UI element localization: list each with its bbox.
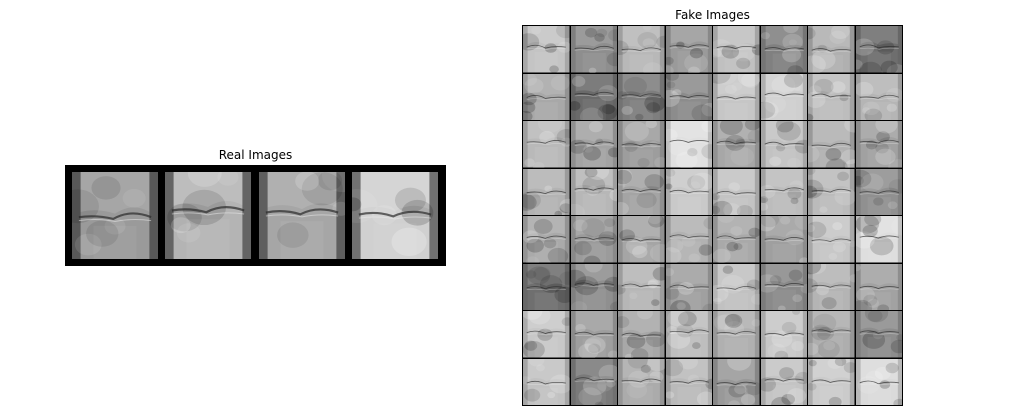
fake-image-tile xyxy=(855,121,902,168)
fake-image-tile xyxy=(523,311,570,358)
fake-image-tile xyxy=(760,26,807,73)
fake-image-tile xyxy=(618,216,665,263)
fake-image-tile xyxy=(523,73,570,120)
fake-image-tile xyxy=(808,73,855,120)
fake-image-tile xyxy=(808,168,855,215)
fake-images-title: Fake Images xyxy=(675,8,750,22)
fake-image-tile xyxy=(808,311,855,358)
fake-image-tile xyxy=(713,358,760,405)
fake-image-tile xyxy=(618,26,665,73)
fake-image-tile xyxy=(855,216,902,263)
fake-image-tile xyxy=(665,358,712,405)
real-image-tile xyxy=(352,172,438,259)
fake-image-tile xyxy=(618,311,665,358)
fake-image-tile xyxy=(618,263,665,310)
fake-image-tile xyxy=(713,26,760,73)
fake-image-tile xyxy=(570,121,617,168)
fake-image-tile xyxy=(618,121,665,168)
fake-image-tile xyxy=(523,168,570,215)
fake-image-tile xyxy=(713,73,760,120)
fake-image-tile xyxy=(665,73,712,120)
fake-image-tile xyxy=(618,73,665,120)
real-images-title: Real Images xyxy=(218,148,293,162)
real-image-tile xyxy=(72,172,158,259)
fake-image-tile xyxy=(855,26,902,73)
fake-image-tile xyxy=(855,358,902,405)
fake-image-tile xyxy=(570,216,617,263)
fake-image-tile xyxy=(855,168,902,215)
fake-image-tile xyxy=(570,168,617,215)
fake-image-tile xyxy=(808,358,855,405)
fake-image-tile xyxy=(855,263,902,310)
fake-image-tile xyxy=(855,73,902,120)
fake-image-tile xyxy=(808,216,855,263)
fake-image-tile xyxy=(760,263,807,310)
real-image-tile xyxy=(165,172,251,259)
fake-image-tile xyxy=(760,216,807,263)
fake-image-tile xyxy=(523,26,570,73)
fake-image-tile xyxy=(760,73,807,120)
fake-image-tile xyxy=(570,73,617,120)
fake-image-tile xyxy=(713,311,760,358)
fake-image-tile xyxy=(618,168,665,215)
fake-images-grid xyxy=(522,25,903,406)
fake-image-tile xyxy=(808,263,855,310)
fake-image-tile xyxy=(713,216,760,263)
fake-image-tile xyxy=(713,168,760,215)
fake-image-tile xyxy=(808,26,855,73)
fake-image-tile xyxy=(760,311,807,358)
fake-image-tile xyxy=(713,121,760,168)
fake-image-tile xyxy=(665,26,712,73)
fake-image-tile xyxy=(570,263,617,310)
fake-image-tile xyxy=(523,358,570,405)
fake-image-tile xyxy=(713,263,760,310)
real-images-grid xyxy=(65,165,446,266)
fake-image-tile xyxy=(665,216,712,263)
fake-image-tile xyxy=(665,168,712,215)
real-image-tile xyxy=(259,172,345,259)
fake-image-tile xyxy=(760,168,807,215)
fake-image-tile xyxy=(855,311,902,358)
fake-image-tile xyxy=(523,263,570,310)
fake-image-tile xyxy=(760,358,807,405)
fake-image-tile xyxy=(618,358,665,405)
fake-image-tile xyxy=(665,121,712,168)
fake-image-tile xyxy=(570,26,617,73)
fake-image-tile xyxy=(665,311,712,358)
fake-image-tile xyxy=(665,263,712,310)
fake-image-tile xyxy=(570,311,617,358)
fake-image-tile xyxy=(808,121,855,168)
fake-image-tile xyxy=(760,121,807,168)
fake-image-tile xyxy=(523,216,570,263)
fake-image-tile xyxy=(570,358,617,405)
fake-image-tile xyxy=(523,121,570,168)
